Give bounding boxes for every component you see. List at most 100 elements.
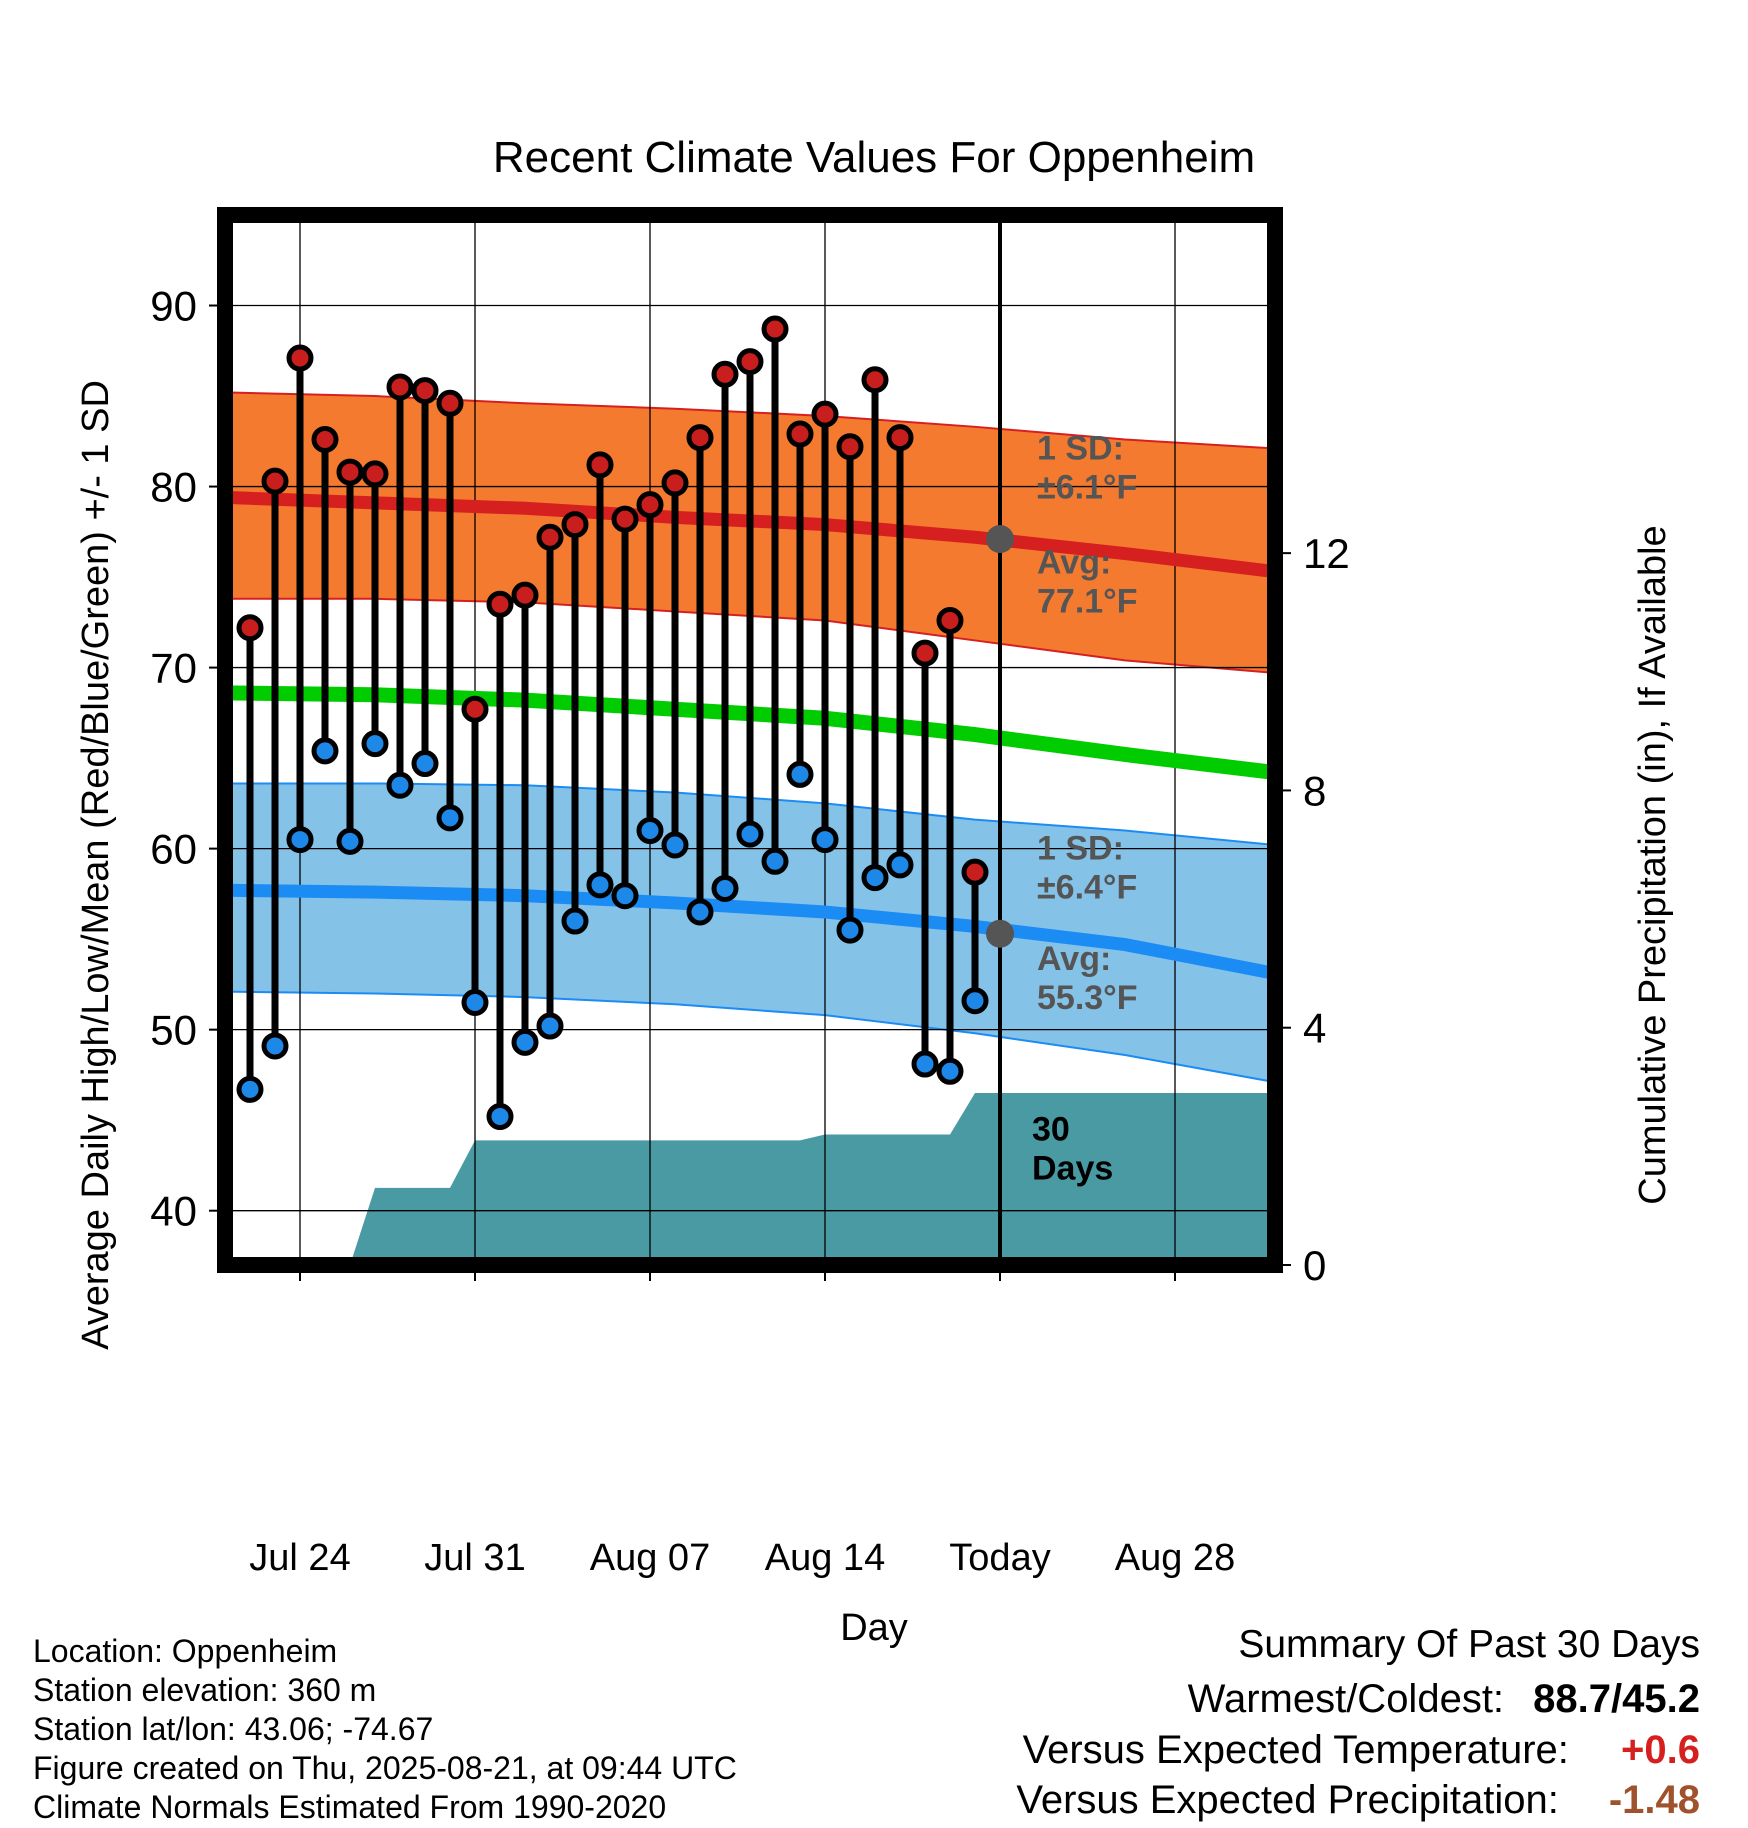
high-avg-annotation: Avg: 77.1°F: [1037, 543, 1138, 620]
plot-frame: [217, 207, 1283, 1273]
low-band-lower-edge: [225, 990, 1275, 1084]
daily-high-point: [486, 590, 514, 618]
daily-low-point: [361, 730, 389, 758]
daily-low-point: [261, 1032, 289, 1060]
daily-high-point: [336, 458, 364, 486]
chart-title: Recent Climate Values For Oppenheim: [493, 133, 1255, 182]
precip-area: [225, 1092, 1275, 1265]
y-tick-label: 60: [150, 826, 197, 873]
daily-low-point: [461, 989, 489, 1016]
x-tick-label: Aug 28: [1115, 1537, 1235, 1579]
daily-high-point: [361, 460, 389, 488]
info-created: Figure created on Thu, 2025-08-21, at 09…: [33, 1750, 737, 1786]
daily-low-point: [386, 771, 414, 799]
daily-low-point: [511, 1028, 539, 1056]
daily-low-point: [811, 826, 839, 854]
daily-high-point: [586, 451, 614, 479]
daily-high-point: [861, 366, 889, 394]
precip-value: -1.48: [1608, 1778, 1700, 1822]
daily-low-point: [686, 898, 714, 926]
y-tick-label: 50: [150, 1007, 197, 1054]
daily-low-point: [586, 871, 614, 899]
y-axis-label: Average Daily High/Low/Mean (Red/Blue/Gr…: [75, 380, 117, 1350]
daily-high-point: [261, 467, 289, 495]
daily-high-point: [436, 389, 464, 417]
high-sd-annotation: 1 SD: ±6.1°F: [1037, 429, 1137, 506]
warmest-label: Warmest/Coldest:: [1187, 1677, 1505, 1721]
summary-warmest-row: Warmest/Coldest: 88.7/45.2: [1188, 1677, 1700, 1722]
y-tick-label: 40: [150, 1188, 197, 1235]
x-tick-label: Aug 14: [765, 1537, 885, 1579]
info-latlon: Station lat/lon: 43.06; -74.67: [33, 1711, 434, 1747]
daily-low-point: [836, 916, 864, 944]
daily-low-point: [736, 820, 764, 848]
daily-low-point: [936, 1057, 964, 1085]
daily-high-point: [511, 581, 539, 609]
station-info: Location: Oppenheim Station elevation: 3…: [33, 1632, 737, 1827]
daily-high-point: [761, 315, 789, 343]
summary-temp-row: Versus Expected Temperature: +0.6: [1023, 1728, 1700, 1773]
normal-low-line: [225, 883, 1275, 980]
info-location: Location: Oppenheim: [33, 1633, 338, 1669]
daily-high-point: [686, 424, 714, 452]
daily-low-point: [486, 1103, 514, 1131]
daily-high-point: [886, 424, 914, 452]
daily-high-point: [961, 858, 989, 886]
daily-high-point: [661, 469, 689, 497]
daily-low-point: [711, 874, 739, 902]
daily-high-point: [911, 639, 939, 667]
daily-low-point: [661, 831, 689, 859]
daily-high-point: [411, 377, 439, 405]
daily-low-point: [636, 817, 664, 845]
daily-low-point: [886, 851, 914, 879]
y2-tick-label: 8: [1303, 767, 1326, 814]
daily-low-point: [761, 847, 789, 875]
daily-high-point: [286, 344, 314, 372]
y2-tick-label: 12: [1303, 530, 1350, 577]
y2-axis-label: Cumulative Precipitation (in), If Availa…: [1632, 525, 1674, 1204]
low-sd-band: [225, 783, 1275, 1083]
summary-title: Summary Of Past 30 Days: [1238, 1623, 1700, 1666]
daily-low-point: [411, 750, 439, 778]
today-high-normal-marker: [986, 525, 1014, 554]
daily-low-point: [311, 737, 339, 765]
daily-high-point: [236, 614, 264, 642]
daily-low-point: [911, 1050, 939, 1078]
daily-high-point: [536, 523, 564, 551]
info-normals: Climate Normals Estimated From 1990-2020: [33, 1789, 667, 1825]
summary-precip-row: Versus Expected Precipitation: -1.48: [1016, 1778, 1700, 1823]
y-tick-label: 90: [150, 283, 197, 330]
daily-high-point: [386, 373, 414, 401]
daily-low-point: [236, 1075, 264, 1103]
warmest-value: 88.7/45.2: [1533, 1677, 1700, 1721]
daily-low-point: [536, 1012, 564, 1040]
daily-high-point: [711, 360, 739, 388]
info-elevation: Station elevation: 360 m: [33, 1672, 377, 1708]
x-tick-label: Jul 31: [424, 1537, 525, 1579]
daily-high-point: [811, 400, 839, 428]
x-axis-label: Day: [840, 1607, 908, 1649]
daily-low-point: [786, 760, 814, 788]
y-tick-label: 70: [150, 645, 197, 692]
x-tick-label: Jul 24: [249, 1537, 350, 1579]
y-tick-label: 80: [150, 464, 197, 511]
daily-low-point: [436, 804, 464, 832]
daily-high-point: [736, 348, 764, 376]
y2-tick-label: 4: [1303, 1005, 1326, 1052]
precip-label: Versus Expected Precipitation:: [1016, 1778, 1559, 1822]
temp-label: Versus Expected Temperature:: [1022, 1728, 1569, 1772]
daily-low-point: [286, 826, 314, 854]
low-sd-annotation: 1 SD: ±6.4°F: [1037, 829, 1137, 906]
daily-low-point: [336, 827, 364, 855]
today-low-normal-marker: [986, 919, 1014, 948]
summary-panel: Summary Of Past 30 Days Warmest/Coldest:…: [900, 1623, 1700, 1823]
daily-high-point: [611, 505, 639, 533]
daily-low-point: [611, 882, 639, 910]
daily-high-point: [561, 511, 589, 539]
daily-high-point: [936, 607, 964, 635]
daily-high-point: [636, 491, 664, 519]
x-tick-label: Aug 07: [590, 1537, 710, 1579]
daily-low-point: [561, 907, 589, 935]
x-tick-label: Today: [949, 1537, 1050, 1579]
